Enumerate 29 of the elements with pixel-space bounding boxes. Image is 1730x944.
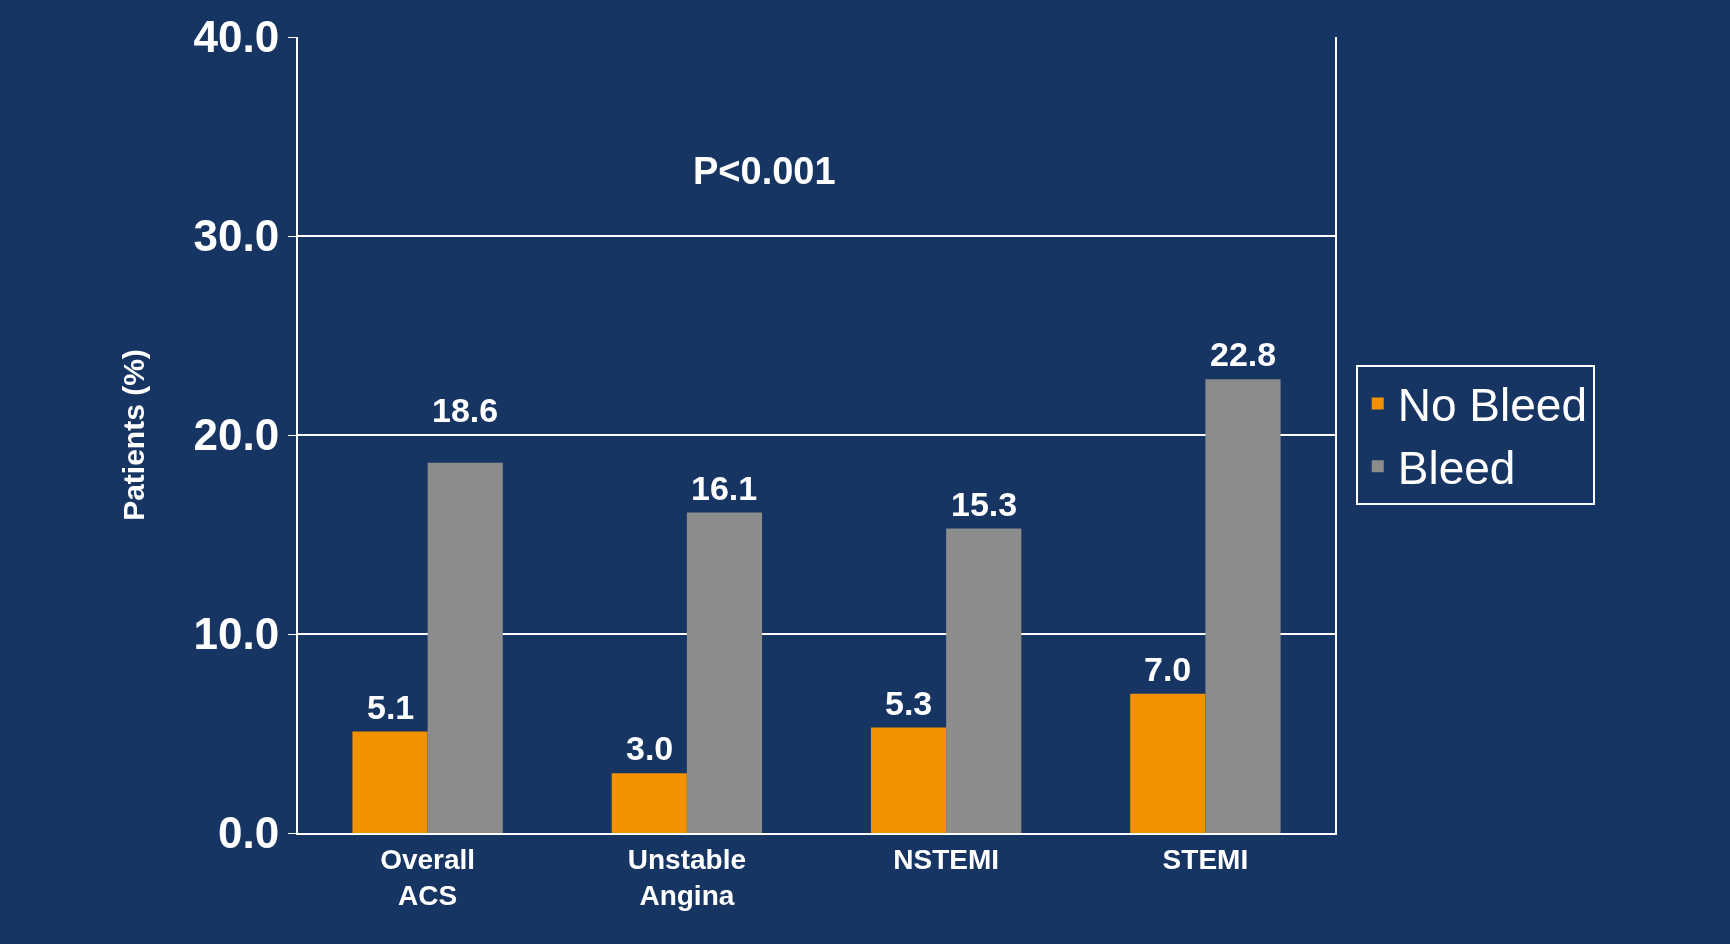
data-label: 3.0 [626, 729, 674, 767]
bar [686, 512, 763, 833]
y-tick-label: 30.0 [193, 211, 280, 261]
bar [1205, 379, 1281, 833]
y-tick-label: 40.0 [193, 12, 280, 62]
bar [611, 773, 687, 833]
bar [946, 528, 1022, 833]
x-tick-label: NSTEMI [893, 843, 1000, 875]
data-label: 5.3 [885, 684, 933, 722]
y-tick-label: 20.0 [193, 410, 280, 460]
legend-label: Bleed [1397, 442, 1516, 495]
bar [870, 727, 947, 833]
data-label: 16.1 [691, 469, 758, 507]
annotation: P<0.001 [693, 150, 836, 192]
x-tick-label: STEMI [1162, 843, 1249, 875]
x-tick-label: Unstable Angina [627, 843, 747, 911]
y-tick-label: 10.0 [193, 609, 280, 659]
x-tick-label: Overall ACS [380, 843, 476, 911]
data-label: 22.8 [1210, 335, 1277, 373]
data-label: 7.0 [1144, 650, 1192, 688]
bar [352, 731, 428, 833]
bar [1130, 693, 1206, 833]
data-label: 5.1 [367, 688, 415, 726]
legend-label: No Bleed [1397, 379, 1587, 432]
data-label: 18.6 [432, 391, 499, 429]
bar [427, 462, 503, 833]
y-axis-title: Patients (%) [117, 349, 151, 521]
y-tick-label: 0.0 [218, 808, 280, 858]
data-label: 15.3 [951, 485, 1018, 523]
